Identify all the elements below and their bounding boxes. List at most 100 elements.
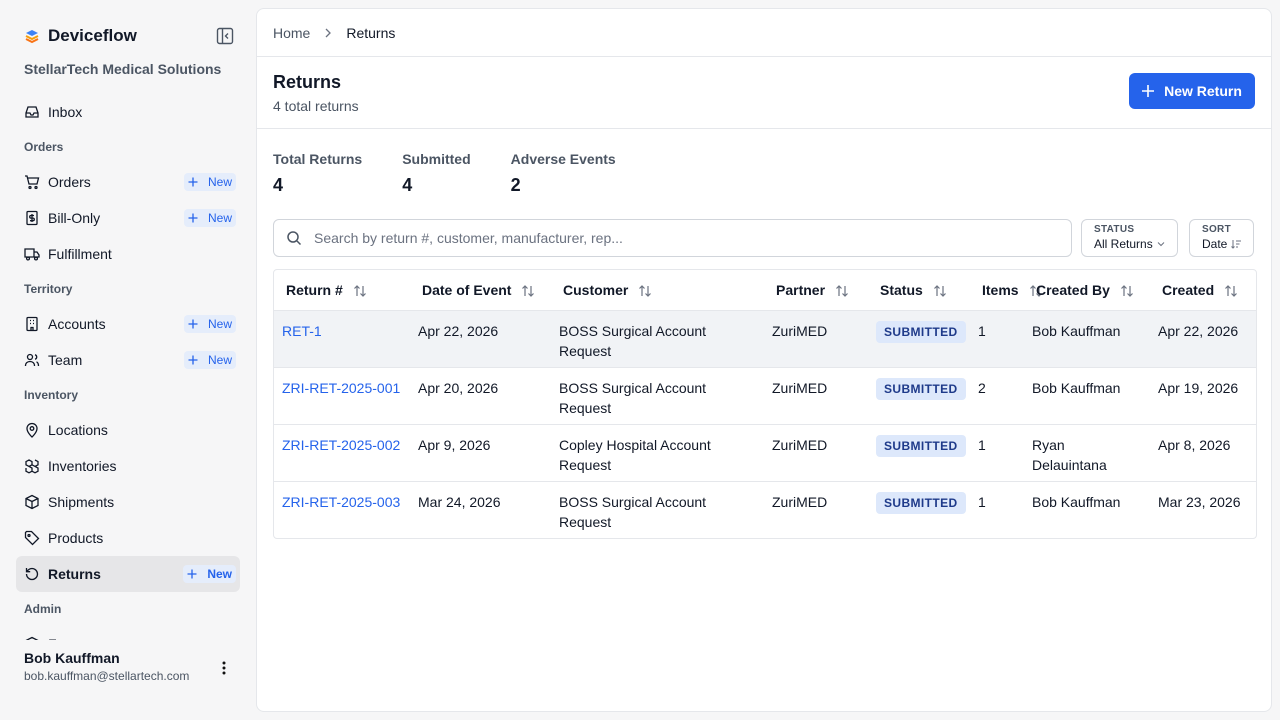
column-header[interactable]: Created By <box>1024 270 1150 311</box>
return-link[interactable]: RET-1 <box>274 310 410 368</box>
new-badge[interactable]: New <box>183 351 236 369</box>
return-link[interactable]: ZRI-RET-2025-003 <box>282 493 401 510</box>
nav-item[interactable]: Shipments <box>16 484 240 520</box>
column-header[interactable]: Customer <box>551 270 764 311</box>
filter-label: SORT <box>1202 224 1231 235</box>
table-cell: 1 <box>970 424 1024 482</box>
sort-icon <box>522 285 535 297</box>
status-filter[interactable]: STATUS All Returns <box>1081 219 1178 257</box>
new-badge[interactable]: New <box>183 209 236 227</box>
nav-item[interactable]: Products <box>16 520 240 556</box>
plus-icon <box>187 569 197 579</box>
filter-label: STATUS <box>1094 224 1135 235</box>
page-header: Returns 4 total returns New Return <box>257 57 1271 129</box>
new-badge[interactable]: New <box>183 315 236 333</box>
nav-item[interactable]: Returns New <box>16 556 240 592</box>
sort-icon <box>353 285 366 297</box>
table-row[interactable]: ZRI-RET-2025-003 Mar 24, 2026 BOSS Surgica… <box>274 481 1256 538</box>
table-row[interactable]: ZRI-RET-2025-002 Apr 9, 2026 Copley Hospit… <box>274 424 1256 482</box>
table-cell: 2 <box>970 367 1024 425</box>
nav-label: Shipments <box>48 494 115 510</box>
column-label: Return # <box>286 281 343 298</box>
status-cell: SUBMITTED <box>868 481 970 538</box>
nav-heading: Inventory <box>24 388 79 402</box>
search-box[interactable]: Search by return #, customer, manufactur… <box>273 219 1072 257</box>
column-header[interactable]: Return # <box>274 270 410 311</box>
table-cell: Apr 19, 2026 <box>1150 367 1256 425</box>
column-header[interactable]: Partner <box>764 270 868 311</box>
stat-label: Adverse Events <box>510 151 616 167</box>
new-badge[interactable]: New <box>183 565 236 583</box>
table-row[interactable]: RET-1 Apr 22, 2026 BOSS Surgical Account R… <box>274 310 1256 368</box>
nav-icon <box>25 106 39 118</box>
table-container: Return # Date of Event Customer Partner Stat… <box>273 269 1257 539</box>
stat-label: Total Returns <box>273 151 363 167</box>
nav-item[interactable]: Forms <box>16 626 240 640</box>
table-row[interactable]: ZRI-RET-2025-001 Apr 20, 2026 BOSS Surgica… <box>274 367 1256 425</box>
collapse-button[interactable] <box>216 27 234 45</box>
nav-item[interactable]: Team New <box>16 342 240 378</box>
column-label: Partner <box>776 281 826 298</box>
table-head: Return # Date of Event Customer Partner Stat… <box>274 270 1256 311</box>
sort-icon <box>1120 285 1133 297</box>
badge-label: New <box>207 175 232 189</box>
table-cell: Apr 9, 2026 <box>410 424 551 482</box>
nav-item[interactable]: Orders New <box>16 164 240 200</box>
nav-icon <box>25 175 40 190</box>
column-label: Created By <box>1036 281 1110 298</box>
returns-table: Return # Date of Event Customer Partner Stat… <box>274 270 1256 538</box>
column-label: Customer <box>563 281 629 298</box>
filter-value-row: All Returns <box>1094 237 1165 251</box>
crumb: Returns <box>346 24 396 41</box>
stat-value: 4 <box>402 175 413 195</box>
column-header[interactable]: Date of Event <box>410 270 551 311</box>
nav-label: Locations <box>48 422 108 438</box>
button-label: New Return <box>1164 83 1242 99</box>
logo <box>25 30 39 44</box>
status-cell: SUBMITTED <box>868 367 970 425</box>
column-header[interactable]: Created <box>1150 270 1256 311</box>
nav-heading: Territory <box>24 282 73 296</box>
page-title: Returns <box>273 72 342 92</box>
return-link[interactable]: ZRI-RET-2025-001 <box>274 367 410 425</box>
stat-label: Submitted <box>402 151 471 167</box>
table-cell: BOSS Surgical Account Request <box>551 367 764 425</box>
nav-item[interactable]: Accounts New <box>16 306 240 342</box>
nav-icon <box>26 316 38 332</box>
page-subtitle: 4 total returns <box>273 98 359 114</box>
user[interactable]: Bob Kauffman bob.kauffman@stellartech.co… <box>24 650 189 683</box>
nav-label: Products <box>48 530 104 546</box>
nav-item[interactable]: Fulfillment <box>16 236 240 272</box>
table-cell: ZuriMED <box>764 310 868 368</box>
filter-value: Date <box>1202 237 1228 251</box>
search-placeholder: Search by return #, customer, manufactur… <box>314 230 623 246</box>
table-cell: Bob Kauffman <box>1024 367 1150 425</box>
column-header[interactable]: Status <box>868 270 970 311</box>
nav-item[interactable]: Locations <box>16 412 240 448</box>
column-label: Date of Event <box>422 281 512 298</box>
return-link[interactable]: ZRI-RET-2025-002 <box>274 424 410 482</box>
brand[interactable]: Deviceflow <box>24 26 137 46</box>
status-cell: SUBMITTED <box>868 424 970 482</box>
nav-icon <box>25 567 39 581</box>
nav-label: Accounts <box>48 316 106 332</box>
nav-item[interactable]: Inventories <box>16 448 240 484</box>
nav-label: Inbox <box>48 104 83 120</box>
nav-label: Fulfillment <box>48 246 112 262</box>
crumb[interactable]: Home <box>273 24 311 41</box>
nav-item[interactable]: Bill-Only New <box>16 200 240 236</box>
column-label: Items <box>982 281 1019 298</box>
stat-value: 4 <box>273 175 284 195</box>
status-pill: SUBMITTED <box>876 434 966 457</box>
table-cell: Mar 23, 2026 <box>1158 493 1241 510</box>
nav-heading: Admin <box>24 602 62 616</box>
new-badge[interactable]: New <box>183 173 236 191</box>
column-label: Status <box>880 281 923 298</box>
nav-item[interactable]: Inbox <box>16 94 240 130</box>
column-header[interactable]: Items <box>970 270 1042 311</box>
user-menu[interactable] <box>218 660 230 676</box>
new-return-button[interactable]: New Return <box>1129 73 1255 109</box>
sort-filter[interactable]: SORT Date <box>1189 219 1255 257</box>
nav-icon <box>25 459 39 474</box>
